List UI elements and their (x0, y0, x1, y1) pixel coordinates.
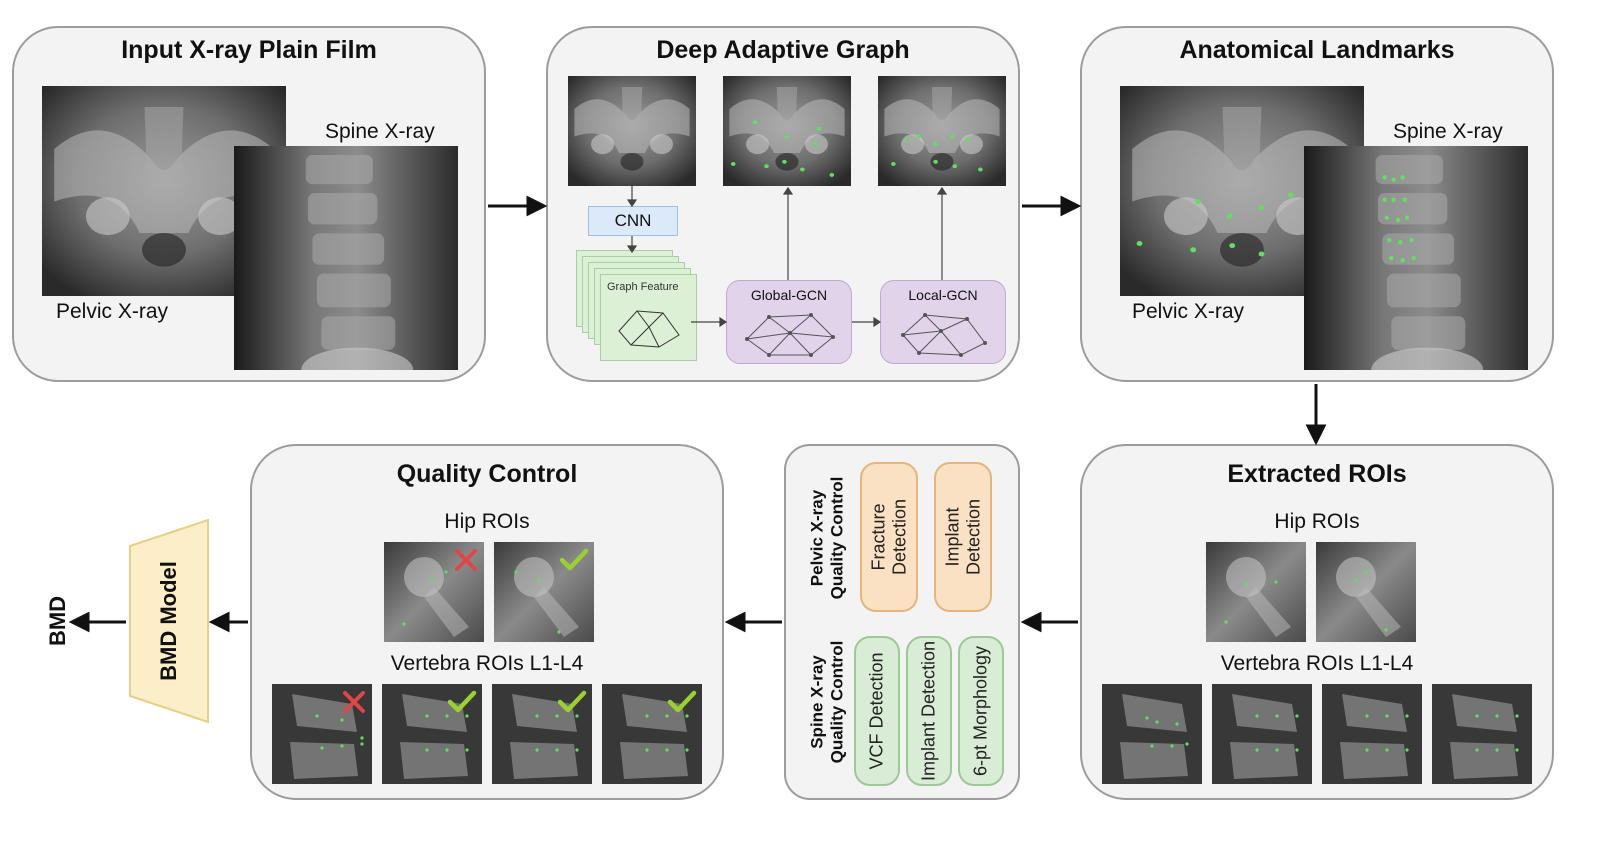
reject-mark-icon (343, 691, 365, 713)
extracted-vertebra-roi (1102, 684, 1202, 784)
global-gcn-box: Global-GCN (726, 280, 852, 364)
rois-panel-title: Extracted ROIs (1227, 460, 1407, 488)
local-gcn-label: Local-GCN (908, 287, 978, 303)
qc-vertebra-roi (492, 684, 592, 784)
landmarks-spine-label: Spine X-ray (1393, 120, 1503, 143)
landmarks-panel-title: Anatomical Landmarks (1179, 36, 1455, 64)
pelvic-qc-heading: Pelvic X-ray Quality Control (807, 476, 847, 600)
extracted-hip-roi (1206, 542, 1306, 642)
accept-mark-icon (559, 548, 589, 571)
landmark-dots (730, 120, 835, 177)
input-panel-title: Input X-ray Plain Film (121, 36, 377, 64)
global-gcn-label: Global-GCN (750, 287, 828, 303)
rois-vertebra-label: Vertebra ROIs L1-L4 (1220, 652, 1414, 675)
fracture-detection-box: Fracture Detection (860, 462, 918, 612)
qc-hip-roi (384, 542, 484, 642)
accept-mark-icon (447, 690, 477, 713)
landmark-dots (891, 134, 983, 172)
spine-implant-detection-box: Implant Detection (906, 636, 952, 786)
accept-mark-icon (557, 690, 587, 713)
cnn-box: CNN (588, 206, 678, 236)
qc-vertebra-roi (272, 684, 372, 784)
extracted-hip-roi (1316, 542, 1416, 642)
rois-hip-label: Hip ROIs (1274, 510, 1360, 533)
graph-feature-stack: Graph Feature (576, 250, 697, 365)
input-xray-panel: Input X-ray Plain Film Spine X-ray Pelvi… (12, 26, 486, 382)
bmd-model-shape (129, 518, 209, 724)
cnn-label: CNN (614, 211, 652, 230)
qc-hip-roi (494, 542, 594, 642)
graph-feature-card: Graph Feature (600, 274, 697, 361)
quality-control-panel: Quality Control Hip ROIs Vertebra ROIs L… (250, 444, 724, 800)
qc-methods-panel: Pelvic X-ray Quality Control Spine X-ray… (784, 444, 1020, 800)
dag-connectors (626, 186, 948, 328)
qc-hip-label: Hip ROIs (444, 510, 530, 533)
spine-qc-heading: Spine X-ray Quality Control (807, 640, 847, 764)
local-gcn-box: Local-GCN (880, 280, 1006, 364)
graph-feature-label: Graph Feature (607, 281, 679, 293)
spine-landmarks-image (1304, 146, 1528, 370)
deep-adaptive-graph-panel: Deep Adaptive Graph CNN Grap (546, 26, 1020, 382)
qc-vertebra-roi (602, 684, 702, 784)
implant-detection-box: Implant Detection (934, 462, 992, 612)
spine-xray-image (234, 146, 458, 370)
pelvic-xray-label: Pelvic X-ray (56, 300, 169, 323)
extracted-rois-panel: Extracted ROIs Hip ROIs Vertebra ROIs L1… (1080, 444, 1554, 800)
landmark-dots (1382, 175, 1416, 263)
landmarks-pelvic-label: Pelvic X-ray (1132, 300, 1245, 323)
extracted-vertebra-roi (1212, 684, 1312, 784)
bmd-model-label: BMD Model (156, 561, 181, 681)
qc-panel-title: Quality Control (396, 460, 578, 488)
six-pt-morphology-box: 6-pt Morphology (958, 636, 1004, 786)
spine-xray-label: Spine X-ray (325, 120, 435, 143)
dag-global-output-image (723, 76, 851, 186)
dag-local-output-image (878, 76, 1006, 186)
qc-vertebra-roi (382, 684, 482, 784)
qc-vertebra-label: Vertebra ROIs L1-L4 (390, 652, 584, 675)
vcf-detection-box: VCF Detection (854, 636, 900, 786)
dag-panel-title: Deep Adaptive Graph (656, 36, 910, 64)
accept-mark-icon (667, 690, 697, 713)
extracted-vertebra-roi (1322, 684, 1422, 784)
anatomical-landmarks-panel: Anatomical Landmarks Spine X-ray Pelvic … (1080, 26, 1554, 382)
extracted-vertebra-roi (1432, 684, 1532, 784)
bmd-output-label: BMD (45, 595, 70, 647)
reject-mark-icon (455, 549, 477, 571)
